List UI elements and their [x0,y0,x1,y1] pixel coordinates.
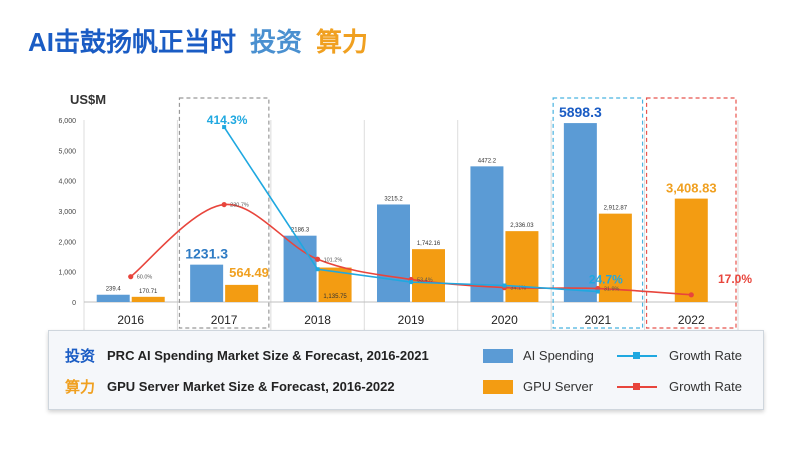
legend-label-growth-ai: Growth Rate [669,348,742,363]
highlight-box-2017 [178,97,270,329]
x-tick-label: 2018 [304,313,331,327]
bar-gpu-server-2019 [412,249,445,302]
bar-gpu-server-2022 [674,198,708,302]
data-label-ai-spending: 239.4 [106,287,122,293]
data-label-growth-gpu: 230.7% [230,203,249,209]
growth-point-gpu-server [221,201,227,208]
data-label-growth-gpu: 31.9% [604,287,620,293]
gpu-server-swatch [483,379,513,394]
data-label-gpu-server: 3,408.83 [666,181,717,196]
bar-ai-spending-2021 [563,123,597,302]
data-label-gpu-server: 2,336.03 [510,223,534,229]
highlight-box-2022 [645,97,737,329]
growth-point-ai-spending [409,280,413,285]
legend-label-ai-spending: AI Spending [523,348,594,363]
legend-row-compute: 算力 GPU Server Market Size & Forecast, 20… [65,376,395,397]
data-label-ai-spending: 3215.2 [384,196,403,202]
data-label-ai-spending: 4472.2 [478,158,497,164]
bar-ai-spending-2016 [96,294,130,302]
legend-item-ai-spending: AI Spending [483,348,594,363]
data-label-gpu-server: 170.71 [139,289,158,295]
x-tick-label: 2022 [678,313,705,327]
y-tick-label: 1,000 [58,270,76,277]
data-label-ai-spending: 2186.3 [291,228,310,234]
x-tick-label: 2016 [117,313,144,327]
legend-label-gpu-server: GPU Server [523,379,594,394]
legend-item-growth-ai: Growth Rate [617,348,742,363]
data-label-growth-gpu: 101.2% [324,257,343,263]
x-tick-label: 2021 [585,313,612,327]
bar-ai-spending-2019 [377,204,410,302]
legend-row-investment: 投资 PRC AI Spending Market Size & Forecas… [65,345,429,366]
legend-tag-investment: 投资 [65,348,96,365]
page-title: AI击鼓扬帆正当时 投资 算力 [28,22,368,59]
data-label-ai-spending: 5898.3 [559,104,602,120]
y-tick-label: 6,000 [58,118,76,125]
data-label-growth-gpu: 60.0% [137,275,153,281]
x-tick-label: 2019 [398,313,425,327]
legend-tag-compute: 算力 [65,379,96,396]
title-compute: 算力 [316,27,369,57]
growth-ai-swatch [617,351,657,359]
data-label-growth-ai: 24.7% [589,273,623,287]
x-tick-label: 2017 [211,313,238,327]
bar-gpu-server-2017 [225,284,259,302]
bar-gpu-server-2021 [598,213,632,302]
x-tick-label: 2020 [491,313,518,327]
bar-gpu-server-2016 [131,296,165,302]
legend-desc-gpu-server: GPU Server Market Size & Forecast, 2016-… [107,379,395,394]
data-label-gpu-server: 2,912.87 [604,206,628,212]
legend-label-growth-gpu: Growth Rate [669,379,742,394]
growth-point-gpu-server [688,292,694,298]
y-tick-label: 4,000 [58,179,76,186]
y-tick-label: 5,000 [58,148,76,155]
bar-ai-spending-2018 [283,235,317,302]
data-label-growth-gpu: 34.1% [510,286,526,292]
y-tick-label: 0 [72,300,76,307]
ai-spending-swatch [483,348,513,363]
y-tick-label: 3,000 [58,209,76,216]
data-label-gpu-server: 564.49 [229,265,269,280]
legend-desc-ai-spending: PRC AI Spending Market Size & Forecast, … [107,348,429,363]
growth-point-gpu-server [314,256,321,262]
y-tick-label: 2,000 [58,239,76,246]
highlight-box-2021 [552,97,644,329]
growth-point-ai-spending [595,289,600,294]
growth-point-ai-spending [222,125,227,130]
data-label-growth-ai: 414.3% [207,113,248,127]
legend-item-growth-gpu: Growth Rate [617,379,742,394]
data-label-growth-gpu: 17.0% [718,272,752,286]
bar-ai-spending-2017 [190,264,224,302]
growth-point-ai-spending [502,283,507,288]
data-label-gpu-server: 1,742.16 [417,241,441,247]
data-label-gpu-server: 1,135.75 [323,294,347,300]
data-label-growth-gpu: 53.4% [417,277,433,283]
legend-item-gpu-server: GPU Server [483,379,593,394]
title-main: AI击鼓扬帆正当时 [28,27,237,57]
legend-panel: 投资 PRC AI Spending Market Size & Forecas… [48,330,764,410]
bar-ai-spending-2020 [470,166,504,302]
growth-point-gpu-server [128,274,134,280]
y-axis-unit-label: US$M [70,92,106,107]
data-label-ai-spending: 1231.3 [185,246,228,262]
title-investment: 投资 [250,27,303,57]
bar-gpu-server-2020 [505,231,539,302]
growth-point-ai-spending [315,267,320,272]
growth-gpu-swatch [617,382,657,390]
growth-line-ai-spending [223,126,598,293]
